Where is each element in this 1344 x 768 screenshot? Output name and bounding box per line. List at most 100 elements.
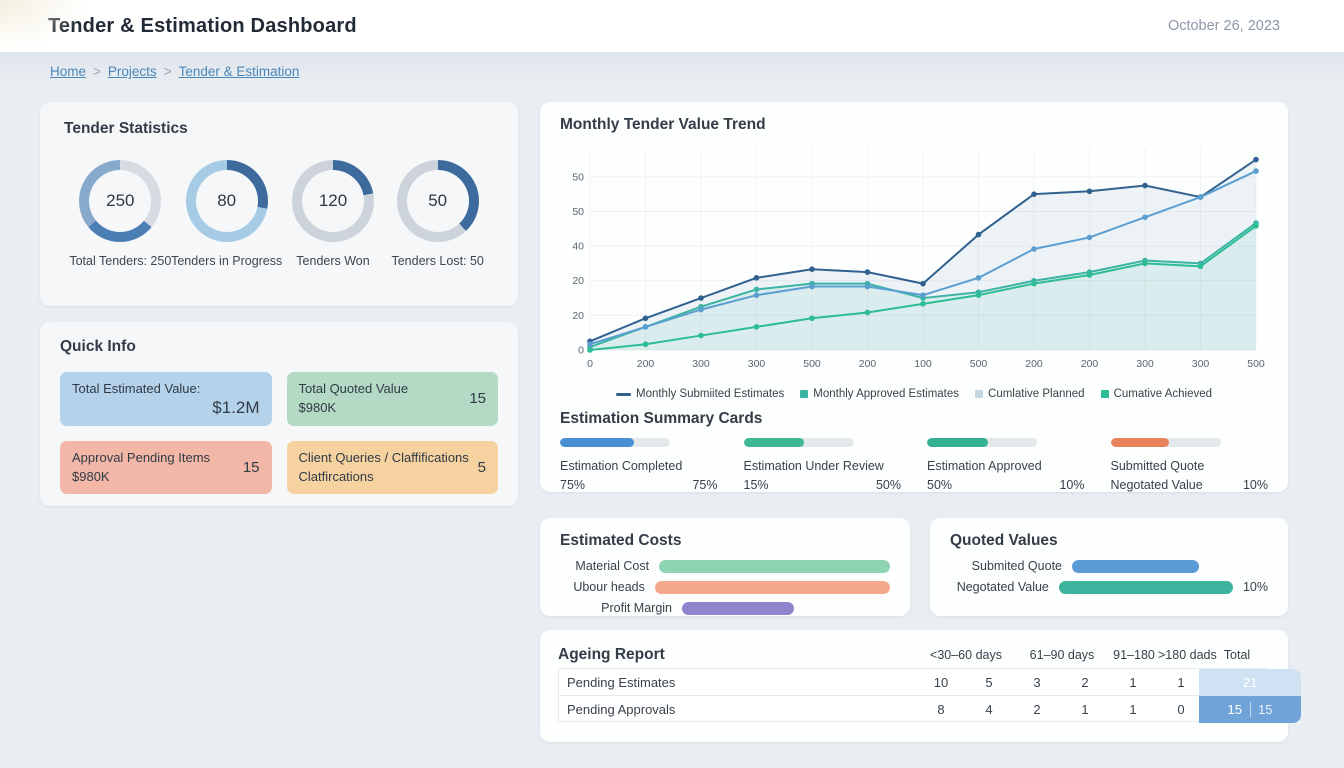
summary-left-value: 15% xyxy=(743,478,769,492)
ageing-report-header: Ageing Report <30–60 days 61–90 days 91–… xyxy=(558,642,1268,668)
qbox-line1: Total Estimated Value: xyxy=(72,381,201,396)
estimation-summary-title: Estimation Summary Cards xyxy=(560,410,763,427)
cell: 1 xyxy=(1129,702,1137,717)
total-chip: 15 15 xyxy=(1199,696,1301,723)
svg-text:200: 200 xyxy=(1081,358,1099,370)
breadcrumb: Home > Projects > Tender & Estimation xyxy=(50,64,299,79)
quoted-values-bars: Submited Quote Negotated Value 10% xyxy=(950,559,1268,594)
svg-text:500: 500 xyxy=(1247,358,1265,370)
donut-chart: 120 xyxy=(292,160,374,242)
breadcrumb-separator: > xyxy=(93,64,101,79)
ageing-report-title: Ageing Report xyxy=(558,646,665,663)
bar-label: Ubour heads xyxy=(573,580,645,594)
summary-label: Estimation Under Review xyxy=(743,459,884,473)
qbox-value: 15 xyxy=(469,390,486,408)
trend-chart-legend: Monthly Submiited Estimates Monthly Appro… xyxy=(560,388,1268,400)
summary-label: Estimation Approved xyxy=(927,459,1042,473)
progress-fill xyxy=(1110,438,1169,447)
bar xyxy=(659,559,890,573)
total-estimated-value-box: Total Estimated Value: $1.2M xyxy=(60,372,272,426)
progress-track xyxy=(1110,438,1221,447)
legend-item: Cumative Achieved xyxy=(1100,388,1213,400)
donut-total-tenders: 250 Total Tenders: 250 xyxy=(68,160,173,268)
header-date: October 26, 2023 xyxy=(1167,18,1280,34)
cell: 0 xyxy=(1177,702,1185,717)
bar-submited-quote: Submited Quote xyxy=(950,559,1268,573)
summary-right-value: 10% xyxy=(1059,478,1085,492)
page-title: Tender & Estimation Dashboard xyxy=(48,14,357,37)
col-header-30-60: <30–60 days xyxy=(930,648,1002,662)
cell: 1 xyxy=(1081,702,1089,717)
svg-text:500: 500 xyxy=(970,358,988,370)
progress-fill xyxy=(743,438,804,447)
summary-label: Submitted Quote xyxy=(1110,459,1205,473)
legend-square-marker xyxy=(975,390,984,398)
col-header-180: >180 dads xyxy=(1158,648,1217,662)
col-header-91-180: 91–180 xyxy=(1113,648,1155,662)
total-value: 21 xyxy=(1242,675,1258,690)
legend-line-marker xyxy=(615,392,631,396)
qbox-line2: $980K xyxy=(298,399,337,415)
donut-label: Tenders Lost: 50 xyxy=(391,254,484,268)
svg-text:40: 40 xyxy=(572,241,584,253)
col-header-total: Total xyxy=(1223,648,1251,662)
donut-tenders-lost: 50 Tenders Lost: 50 xyxy=(385,160,490,268)
breadcrumb-projects[interactable]: Projects xyxy=(107,64,157,79)
svg-text:200: 200 xyxy=(859,358,877,370)
summary-right-value: 75% xyxy=(692,478,718,492)
cell: 3 xyxy=(1033,675,1041,690)
svg-text:20: 20 xyxy=(572,310,584,322)
row-label: Pending Approvals xyxy=(567,702,676,717)
svg-text:20: 20 xyxy=(572,275,584,287)
summary-left-value: 50% xyxy=(927,478,953,492)
total-cell: 15 15 xyxy=(1199,696,1301,723)
donut-label: Tenders in Progress xyxy=(171,254,283,268)
cell: 1 xyxy=(1177,675,1185,690)
donut-tenders-in-progress: 80 Tenders in Progress xyxy=(171,160,283,268)
legend-label: Monthly Approved Estimates xyxy=(813,388,960,400)
cell: 5 xyxy=(985,675,993,690)
summary-right-value: 50% xyxy=(875,478,901,492)
quick-info-title: Quick Info xyxy=(60,338,136,355)
svg-text:50: 50 xyxy=(572,171,584,183)
summary-left-value: 75% xyxy=(560,478,586,492)
estimation-summary-row: Estimation Completed 75% 75% Estimation … xyxy=(560,438,1268,492)
svg-text:0: 0 xyxy=(578,345,584,357)
quick-info-grid: Total Estimated Value: $1.2M Total Quote… xyxy=(60,372,498,495)
cell: 8 xyxy=(937,702,945,717)
donut-chart: 80 xyxy=(185,160,268,242)
summary-left-value: Negotated Value xyxy=(1110,478,1203,492)
bar-value: 10% xyxy=(1242,580,1268,594)
quoted-values-title: Quoted Values xyxy=(950,532,1058,549)
breadcrumb-tender-estimation[interactable]: Tender & Estimation xyxy=(178,64,300,79)
breadcrumb-home[interactable]: Home xyxy=(50,64,87,79)
legend-label: Cumative Achieved xyxy=(1113,388,1213,400)
summary-card-submitted-quote: Submitted Quote Negotated Value 10% xyxy=(1110,438,1268,492)
bar xyxy=(1072,559,1200,573)
qbox-line2: $980K xyxy=(72,468,110,484)
svg-text:100: 100 xyxy=(914,358,932,370)
donut-row: 250 Total Tenders: 250 80 Tenders in Pro… xyxy=(64,160,494,268)
ageing-report-card: Ageing Report <30–60 days 61–90 days 91–… xyxy=(540,630,1301,742)
tender-statistics-card: Tender Statistics 250 Total Tenders: 250… xyxy=(40,102,518,306)
progress-fill xyxy=(927,438,988,447)
summary-card-estimation-under-review: Estimation Under Review 15% 50% xyxy=(743,438,901,492)
legend-square-marker xyxy=(800,390,809,398)
svg-text:300: 300 xyxy=(748,358,766,370)
cell: 1 xyxy=(1129,675,1137,690)
qbox-value: 15 xyxy=(242,459,260,477)
donut-chart: 50 xyxy=(396,160,479,242)
quick-info-card: Quick Info Total Estimated Value: $1.2M … xyxy=(40,322,518,506)
total-value: 15 xyxy=(1227,702,1242,717)
svg-text:500: 500 xyxy=(803,358,821,370)
svg-text:0: 0 xyxy=(587,358,593,370)
svg-text:200: 200 xyxy=(1025,358,1043,370)
bar xyxy=(654,580,890,594)
qbox-value: $1.2M xyxy=(212,397,260,417)
summary-label: Estimation Completed xyxy=(560,459,683,473)
table-row-pending-estimates: Pending Estimates 10 5 3 2 1 1 21 xyxy=(558,668,1301,696)
monthly-tender-value-trend-card: Monthly Tender Value Trend 0 20 20 40 50 50 0 2… xyxy=(540,102,1288,492)
donut-value: 80 xyxy=(217,191,237,210)
progress-fill xyxy=(560,438,634,447)
